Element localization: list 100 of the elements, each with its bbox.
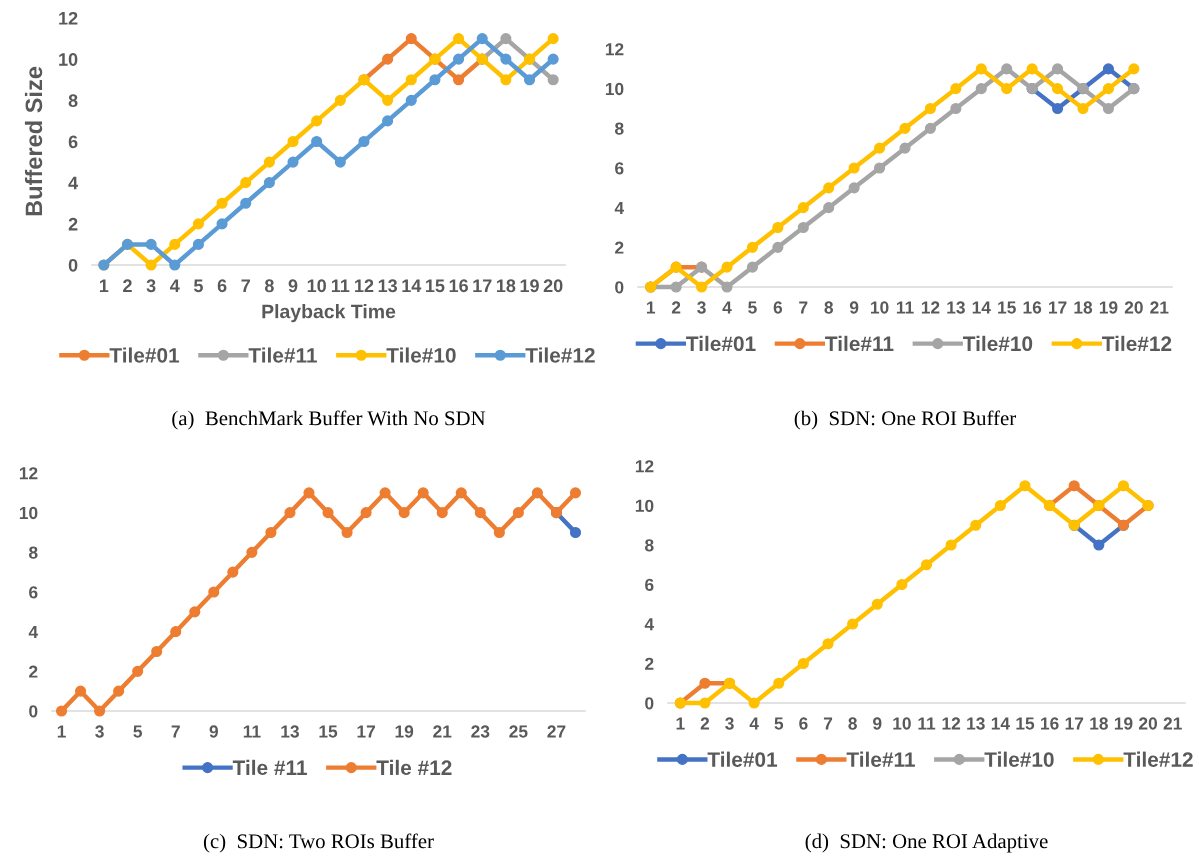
x-tick-label: 19 [1099,301,1118,314]
legend-label: Tile#12 [1102,335,1172,352]
y-tick-label: 12 [59,11,78,25]
x-tick-label: 13 [967,717,985,730]
x-tick-label: 7 [171,725,180,738]
x-tick-label: 8 [264,279,274,293]
y-tick-label: 6 [615,162,624,175]
x-tick-label: 11 [243,725,261,738]
x-tick-label: 6 [773,301,783,314]
x-tick-label: 11 [331,279,350,292]
y-tick-label: 6 [645,578,654,591]
x-tick-label: 18 [1074,301,1093,314]
x-tick-label: 4 [170,279,180,292]
x-tick-label: 11 [918,717,936,730]
x-tick-label: 19 [1114,717,1133,730]
y-tick-label: 0 [29,705,38,718]
x-tick-label: 5 [133,725,143,738]
x-tick-label: 9 [873,717,882,730]
x-tick-label: 4 [722,301,732,314]
y-tick-label: 12 [19,467,38,480]
x-tick-label: 15 [319,725,338,738]
x-tick-label: 9 [288,279,298,293]
x-tick-label: 12 [942,717,961,730]
x-tick-label: 21 [1150,301,1169,314]
x-tick-label: 14 [991,717,1010,730]
x-tick-label: 20 [1124,301,1143,314]
x-tick-label: 18 [496,279,516,293]
x-tick-label: 10 [307,279,326,293]
x-tick-label: 16 [1041,717,1059,730]
x-tick-label: 2 [123,279,132,292]
legend-label: Tile#11 [846,751,915,767]
x-tick-label: 9 [209,725,218,738]
y-tick-label: 6 [29,586,38,599]
x-tick-label: 27 [547,725,566,738]
legend-label: Tile#11 [248,347,317,363]
x-axis-title: Playback Time [262,304,396,323]
x-tick-label: 16 [1023,301,1042,314]
x-tick-label: 20 [543,279,563,293]
y-tick-label: 2 [615,241,624,254]
y-tick-label: 4 [28,626,39,638]
y-tick-label: 2 [29,665,38,678]
x-tick-label: 19 [395,725,414,738]
x-tick-label: 5 [774,717,784,730]
x-tick-label: 10 [871,301,889,314]
x-tick-label: 3 [95,725,104,738]
x-tick-label: 7 [241,279,250,292]
x-tick-label: 1 [646,301,656,314]
x-tick-label: 23 [471,725,490,738]
x-tick-label: 5 [193,279,203,293]
x-tick-label: 20 [1139,717,1158,730]
y-tick-label: 0 [645,697,654,710]
y-tick-label: 10 [19,506,38,520]
legend-label: Tile#12 [1123,751,1193,767]
y-tick-label: 8 [68,94,78,108]
x-tick-label: 1 [676,717,685,730]
y-tick-label: 10 [635,499,654,512]
x-tick-label: 14 [972,301,991,314]
y-tick-label: 2 [645,657,654,670]
y-tick-label: 4 [68,176,79,190]
legend-label: Tile#12 [525,347,595,363]
x-tick-label: 15 [426,279,445,293]
x-tick-label: 12 [921,301,940,314]
x-tick-label: 13 [947,301,965,314]
x-tick-label: 7 [823,717,833,730]
y-tick-label: 0 [68,258,78,272]
text: (b) SDN: One ROI Buffer [794,410,1017,430]
x-tick-label: 3 [146,279,156,293]
x-tick-label: 14 [402,279,422,292]
y-tick-label: 8 [645,539,654,552]
x-tick-label: 10 [893,717,911,730]
y-tick-label: 10 [605,82,624,96]
x-tick-label: 8 [824,301,834,314]
legend-label: Tile #11 [232,759,307,776]
legend-label: Tile#01 [686,335,756,352]
y-tick-label: 12 [635,460,654,473]
legend-label: Tile #12 [376,759,452,776]
y-tick-label: 8 [615,122,624,135]
x-tick-label: 13 [281,725,299,738]
x-tick-label: 9 [849,301,859,314]
x-tick-label: 15 [1016,717,1035,730]
x-tick-label: 18 [1090,717,1108,730]
text: (c) SDN: Two ROIs Buffer [203,833,434,853]
y-tick-label: 10 [59,53,78,66]
x-tick-label: 13 [378,279,398,293]
x-tick-label: 16 [449,279,468,293]
x-tick-label: 11 [896,301,914,314]
x-tick-label: 3 [725,717,734,730]
x-tick-label: 2 [700,717,710,730]
x-tick-label: 4 [749,717,759,730]
x-tick-label: 17 [1049,301,1067,314]
text: (d) SDN: One ROI Adaptive [805,833,1048,853]
x-tick-label: 3 [697,301,706,314]
legend-label: Tile#10 [386,347,456,363]
y-tick-label: 8 [29,546,38,559]
x-tick-label: 17 [357,725,375,738]
y-tick-label: 4 [644,618,655,631]
y-tick-label: 4 [614,202,625,214]
x-tick-label: 15 [998,301,1016,314]
legend-label: Tile#01 [707,751,778,767]
y-axis-title: Buffered Size [24,66,43,216]
